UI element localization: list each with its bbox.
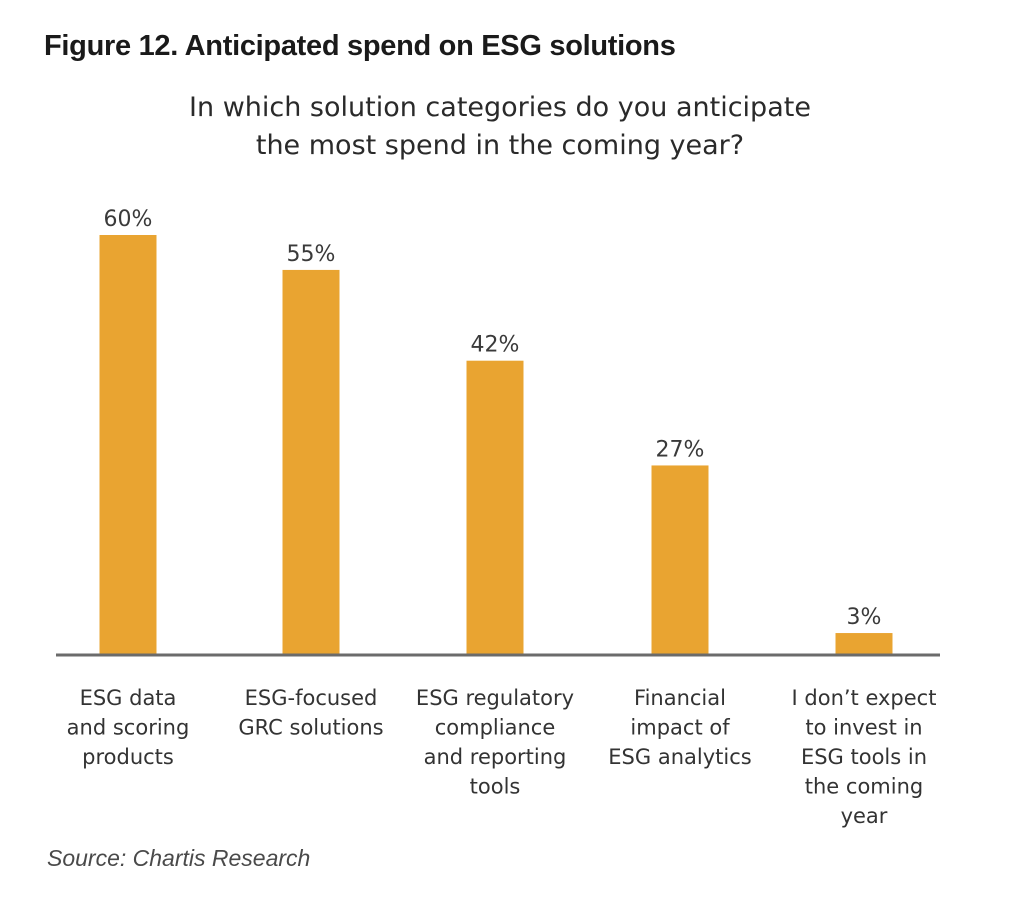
category-label-line: Financial (634, 686, 726, 710)
source-note: Source: Chartis Research (47, 845, 311, 871)
data-label: 3% (847, 605, 882, 630)
category-label-line: ESG tools in (801, 745, 927, 769)
category-label-line: ESG data (80, 686, 177, 710)
category-label-line: to invest in (805, 716, 922, 740)
chart-subtitle: In which solution categories do you anti… (0, 89, 1000, 165)
category-label: ESG-focused GRC solutions (238, 686, 383, 740)
category-labels-group: ESG data and scoring products ESG-focused GR… (67, 686, 937, 828)
category-label-line: I don’t expect (792, 686, 937, 710)
category-label-line: impact of (630, 716, 730, 740)
bars-group (99, 235, 893, 654)
category-label: ESG data and scoring products (67, 686, 190, 769)
data-label: 42% (471, 333, 520, 358)
category-label-line: products (82, 745, 174, 769)
category-label-line: the coming (805, 775, 923, 799)
data-label: 60% (104, 207, 153, 232)
subtitle-line: In which solution categories do you anti… (189, 92, 811, 123)
value-labels-group: 60% 55% 42% 27% 3% (104, 207, 882, 630)
category-label-line: and reporting (424, 745, 567, 769)
data-label: 27% (656, 437, 705, 462)
bar (99, 235, 157, 654)
category-label-line: year (841, 804, 888, 828)
bar (835, 633, 893, 654)
bar (282, 269, 340, 654)
category-label: ESG regulatory compliance and reporting too… (416, 686, 574, 799)
category-label-line: GRC solutions (238, 716, 383, 740)
category-label-line: ESG regulatory (416, 686, 574, 710)
bar (651, 465, 709, 654)
bar (466, 360, 524, 654)
category-label-line: ESG analytics (608, 745, 751, 769)
category-label-line: ESG-focused (245, 686, 378, 710)
category-label-line: compliance (435, 716, 556, 740)
category-label: I don’t expect to invest in ESG tools in th… (792, 686, 937, 828)
subtitle-line: the most spend in the coming year? (255, 130, 745, 161)
figure-title: Figure 12. Anticipated spend on ESG solu… (44, 30, 676, 62)
data-label: 55% (287, 242, 336, 267)
category-label-line: and scoring (67, 716, 190, 740)
category-label-line: tools (470, 775, 521, 799)
category-label: Financial impact of ESG analytics (608, 686, 751, 769)
